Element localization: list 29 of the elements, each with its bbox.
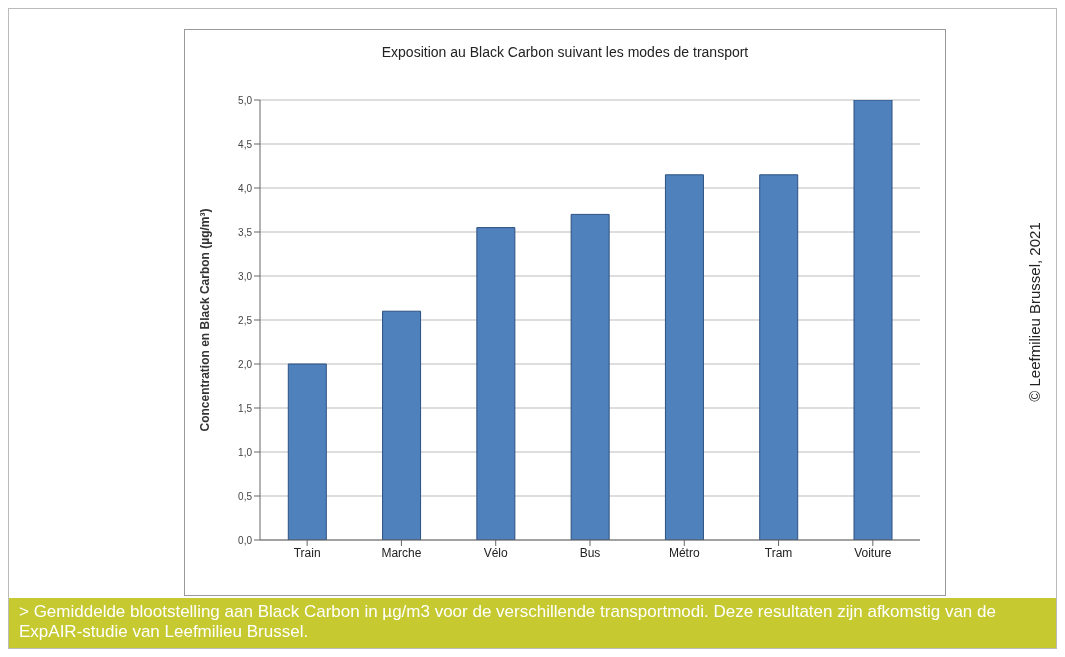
bar: [759, 174, 799, 540]
y-tick-label: 3,0: [238, 270, 253, 282]
x-tick-label: Train: [293, 545, 321, 560]
y-tick-label: 2,0: [238, 358, 253, 370]
y-tick-label: 1,5: [238, 402, 253, 414]
y-tick-label: 2,5: [238, 314, 253, 326]
x-tick-label: Métro: [668, 545, 700, 560]
bar: [853, 100, 893, 540]
y-axis-title: Concentration en Black Carbon (µg/m³): [198, 208, 212, 432]
bar: [287, 363, 327, 540]
y-tick-label: 4,0: [238, 182, 253, 194]
text: © Leefmilieu Brussel, 2021: [1025, 221, 1043, 402]
y-tick-label: 4,5: [238, 138, 253, 150]
x-tick-label: Bus: [579, 545, 601, 560]
y-tick-label: 5,0: [238, 94, 253, 106]
chart-title: Exposition au Black Carbon suivant les modes de transport: [380, 44, 750, 60]
bar: [476, 227, 516, 540]
x-tick-label: Marche: [381, 545, 422, 560]
bar: [382, 310, 422, 540]
bar: [664, 174, 704, 540]
text: > Gemiddelde blootstelling aan Black Carbon in µg/m3 voor de verschillende transportmodi. Deze resultaten zijn afkomstig van de ExpAIR-studie van Leefmilieu Brussel.: [9, 598, 1056, 648]
x-tick-label: Tram: [764, 545, 793, 560]
x-tick-label: Voiture: [854, 545, 892, 560]
y-tick-label: 0,0: [238, 534, 253, 546]
y-tick-label: 1,0: [238, 446, 253, 458]
bar: [570, 213, 610, 540]
y-tick-label: 3,5: [238, 226, 253, 238]
y-tick-label: 0,5: [238, 490, 253, 502]
x-tick-label: Vélo: [483, 545, 509, 560]
